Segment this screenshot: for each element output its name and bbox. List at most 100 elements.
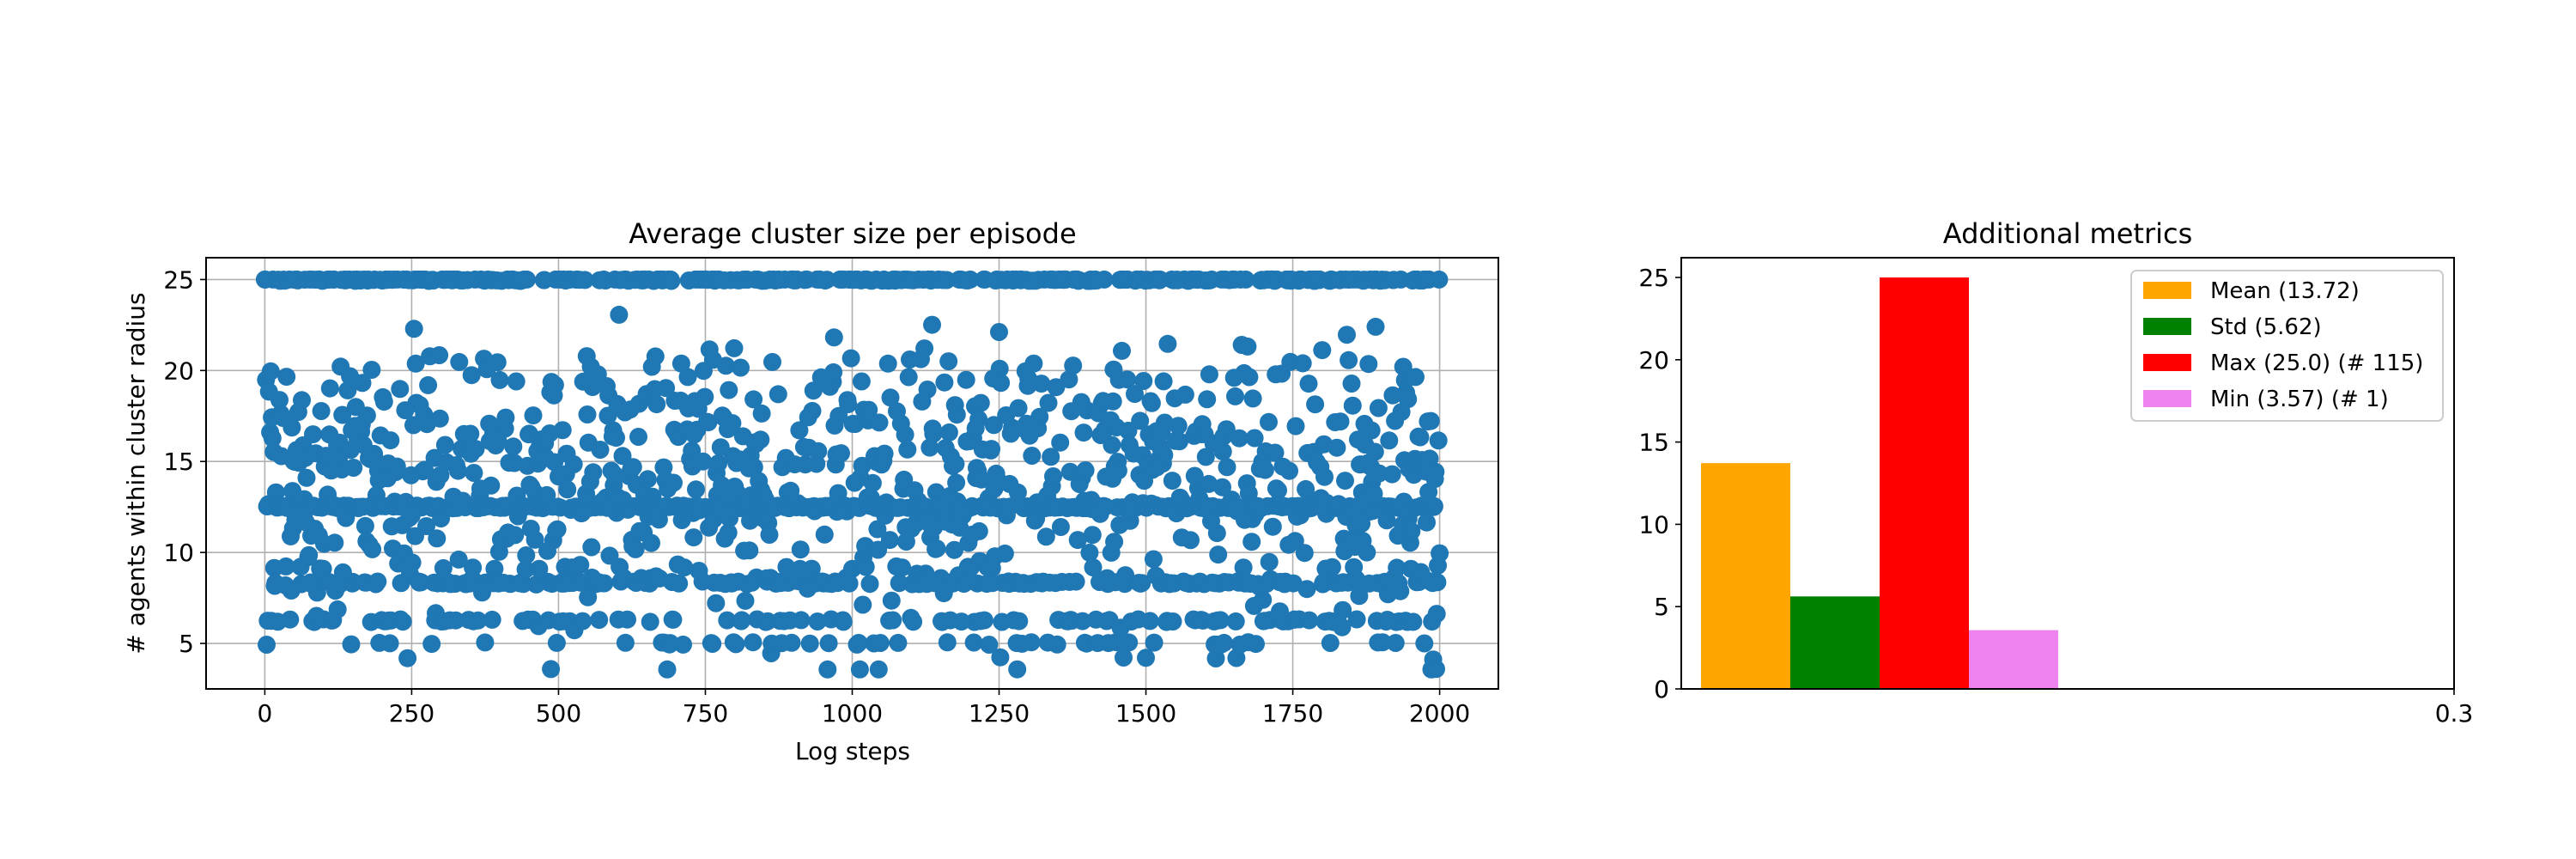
scatter-point [1080, 543, 1099, 562]
scatter-point [1001, 497, 1019, 516]
scatter-point [975, 611, 993, 630]
legend-swatch [2143, 390, 2191, 407]
scatter-point [1095, 270, 1114, 289]
scatter-point [1421, 411, 1440, 430]
scatter-point [1145, 633, 1163, 652]
scatter-point [344, 459, 363, 477]
scatter-point [496, 408, 515, 427]
scatter-point [898, 440, 917, 459]
scatter-point [832, 444, 850, 463]
scatter-point [483, 610, 501, 629]
scatter-point [1342, 375, 1361, 393]
scatter-point [662, 271, 681, 290]
scatter-point [1427, 660, 1445, 679]
scatter-point [1230, 429, 1249, 448]
bar-plot-frame [1680, 257, 2455, 690]
scatter-point [579, 588, 598, 606]
scatter-point [1163, 472, 1182, 490]
scatter-point [1105, 533, 1124, 551]
scatter-point [1402, 521, 1421, 540]
scatter-point [1406, 368, 1425, 387]
scatter-point [945, 540, 963, 559]
scatter-point [1060, 370, 1078, 389]
scatter-point [815, 525, 834, 544]
scatter-point [927, 539, 946, 558]
scatter-point [1010, 612, 1029, 631]
scatter-point [751, 430, 770, 449]
scatter-point [368, 572, 387, 591]
scatter-point [871, 634, 890, 652]
scatter-point [1200, 365, 1218, 384]
scatter-point [1169, 417, 1188, 436]
scatter-point [860, 400, 878, 419]
scatter-point [647, 395, 666, 414]
scatter-point [1399, 390, 1418, 409]
scatter-point [984, 416, 1003, 435]
scatter-point [904, 612, 923, 631]
scatter-point [980, 636, 999, 654]
scatter-point [665, 473, 683, 492]
scatter-point [889, 633, 908, 652]
bar-x-tick-label: 0.3 [2435, 699, 2474, 728]
bar-y-ticks: 0 5 10 15 20 25 [1638, 264, 1681, 704]
scatter-point [1429, 431, 1448, 450]
scatter-x-tick-label: 250 [389, 699, 434, 728]
scatter-point [1358, 543, 1376, 562]
scatter-point [1182, 531, 1200, 550]
scatter-point [696, 387, 714, 406]
scatter-point [1076, 461, 1095, 479]
scatter-point [1116, 566, 1135, 585]
scatter-point [732, 611, 751, 630]
bar-max [1880, 277, 1969, 689]
legend-swatch [2143, 318, 2191, 335]
bar-y-tick-label: 25 [1638, 264, 1669, 292]
scatter-point [1030, 407, 1049, 426]
scatter-point [763, 352, 781, 371]
scatter-point [723, 414, 742, 433]
scatter-point [610, 305, 629, 324]
scatter-point [1109, 461, 1127, 480]
scatter-point [507, 372, 526, 391]
scatter-point [809, 442, 828, 460]
scatter-point [393, 612, 412, 631]
scatter-point [1343, 396, 1362, 415]
scatter-point [939, 423, 958, 442]
scatter-point [1300, 611, 1319, 630]
legend-label: Mean (13.72) [2210, 278, 2360, 304]
scatter-point [312, 402, 331, 420]
scatter-point [1306, 395, 1325, 414]
scatter-point [1238, 337, 1257, 356]
scatter-point [618, 610, 636, 629]
scatter-point [1386, 634, 1405, 652]
scatter-point [971, 393, 990, 412]
scatter-point [261, 362, 280, 381]
scatter-title: Average cluster size per episode [629, 217, 1076, 250]
scatter-point [718, 611, 737, 630]
scatter-point [802, 559, 821, 578]
scatter-point [1209, 545, 1228, 564]
scatter-point [991, 648, 1010, 667]
scatter-point [1364, 484, 1383, 503]
scatter-point [896, 425, 914, 444]
scatter-point [890, 574, 908, 593]
scatter-point [1083, 526, 1102, 545]
scatter-point [760, 526, 779, 544]
scatter-point [416, 460, 434, 479]
scatter-point [824, 328, 843, 347]
scatter-x-tick-label: 1250 [969, 699, 1030, 728]
scatter-point [850, 660, 869, 679]
scatter-point [582, 538, 601, 557]
scatter-point [1009, 399, 1028, 417]
scatter-point [398, 649, 417, 667]
scatter-point [1107, 633, 1126, 652]
bar-y-tick-label: 0 [1654, 675, 1669, 704]
scatter-point [564, 455, 583, 473]
scatter-point [422, 635, 441, 654]
scatter-point [1242, 533, 1261, 551]
scatter-point [1039, 393, 1058, 412]
scatter-point [1073, 612, 1092, 631]
scatter-point [852, 372, 871, 391]
scatter-point [1404, 612, 1423, 631]
scatter-y-tick-label: 25 [163, 265, 194, 294]
scatter-point [670, 574, 689, 593]
